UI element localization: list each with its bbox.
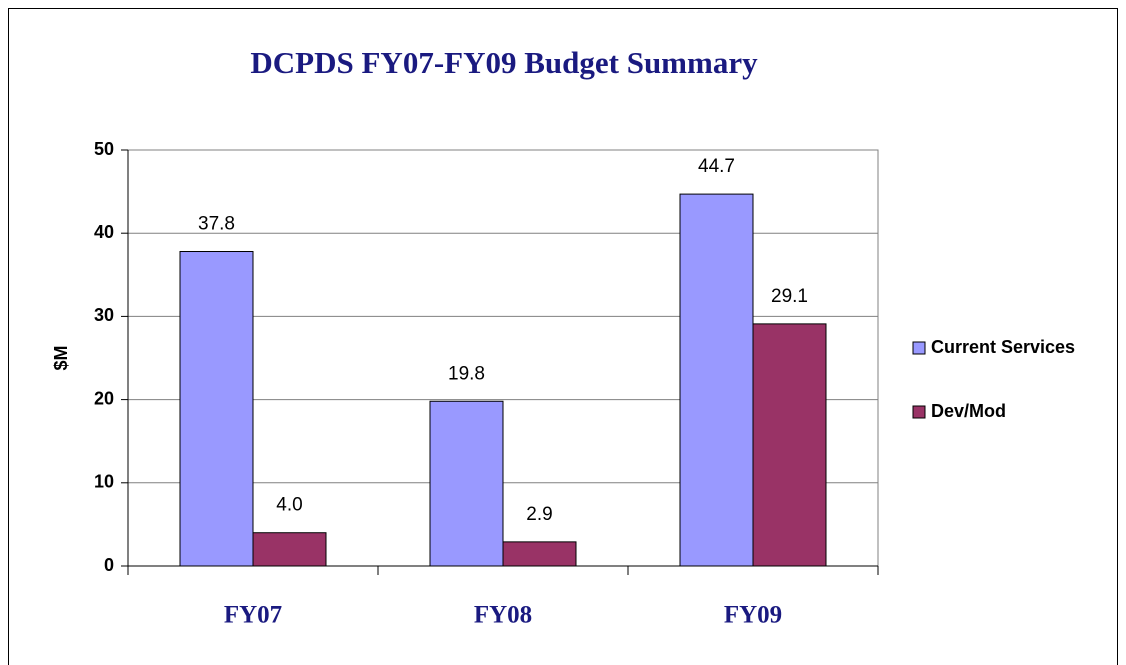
y-tick-label: 50	[94, 139, 114, 159]
y-tick-label: 40	[94, 222, 114, 242]
bar	[502, 541, 577, 567]
y-tick-label: 20	[94, 388, 114, 408]
y-tick-label: 30	[94, 305, 114, 325]
frame	[8, 8, 1118, 665]
chart-title: DCPDS FY07-FY09 Budget Summary	[250, 45, 758, 80]
data-label: 29.1	[771, 286, 808, 307]
bar	[752, 323, 827, 567]
bar	[679, 193, 754, 567]
y-tick-label: 10	[94, 472, 114, 492]
data-label: 37.8	[198, 214, 235, 235]
y-tick-label: 0	[104, 555, 114, 575]
bar	[429, 400, 504, 567]
legend-swatch	[912, 405, 926, 419]
legend-label: Current Services	[931, 337, 1075, 357]
data-label: 4.0	[276, 495, 302, 516]
data-label: 44.7	[698, 156, 735, 177]
bar	[252, 532, 327, 567]
data-label: 2.9	[526, 504, 552, 525]
data-label: 19.8	[448, 363, 485, 384]
x-tick-label: FY07	[224, 602, 282, 629]
legend-label: Dev/Mod	[931, 401, 1006, 421]
y-axis-label: $M	[51, 345, 71, 370]
legend-swatch	[912, 341, 926, 355]
bar	[179, 251, 254, 567]
x-tick-label: FY08	[474, 602, 532, 629]
x-tick-label: FY09	[724, 602, 782, 629]
